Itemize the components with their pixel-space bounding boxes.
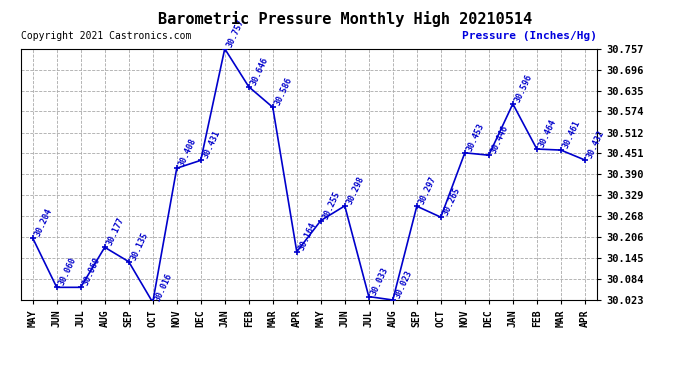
Text: 30.408: 30.408	[177, 137, 197, 168]
Text: 30.016: 30.016	[152, 272, 174, 302]
Text: 30.431: 30.431	[201, 129, 221, 160]
Text: 30.164: 30.164	[297, 221, 317, 252]
Text: 30.204: 30.204	[32, 207, 54, 238]
Text: 30.586: 30.586	[273, 76, 294, 107]
Text: 30.432: 30.432	[585, 129, 606, 160]
Text: Copyright 2021 Castronics.com: Copyright 2021 Castronics.com	[21, 31, 191, 41]
Text: 30.453: 30.453	[465, 122, 486, 153]
Text: 30.757: 30.757	[225, 18, 246, 49]
Text: 30.255: 30.255	[321, 190, 342, 220]
Text: 30.060: 30.060	[57, 256, 77, 287]
Text: 30.135: 30.135	[129, 231, 150, 262]
Text: 30.177: 30.177	[105, 216, 126, 247]
Text: 30.033: 30.033	[368, 266, 390, 297]
Text: 30.646: 30.646	[249, 56, 270, 87]
Text: 30.596: 30.596	[513, 73, 533, 104]
Text: Barometric Pressure Monthly High 20210514: Barometric Pressure Monthly High 2021051…	[158, 11, 532, 27]
Text: 30.023: 30.023	[393, 269, 413, 300]
Text: 30.461: 30.461	[561, 119, 582, 150]
Text: 30.446: 30.446	[489, 124, 510, 155]
Text: Pressure (Inches/Hg): Pressure (Inches/Hg)	[462, 31, 597, 41]
Text: 30.060: 30.060	[81, 256, 101, 287]
Text: 30.297: 30.297	[417, 175, 437, 206]
Text: 30.298: 30.298	[345, 175, 366, 206]
Text: 30.265: 30.265	[441, 186, 462, 217]
Text: 30.464: 30.464	[537, 118, 558, 149]
